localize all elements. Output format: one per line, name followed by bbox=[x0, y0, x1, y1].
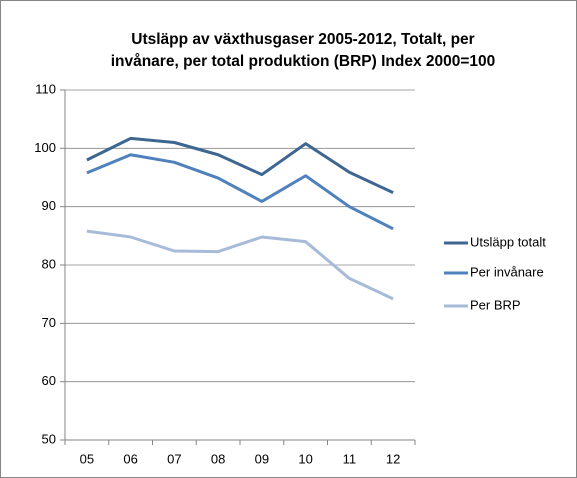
series-line bbox=[86, 136, 394, 195]
x-tick-label: 05 bbox=[80, 451, 94, 466]
legend-label: Per BRP bbox=[470, 297, 521, 312]
y-tick-label: 50 bbox=[42, 431, 56, 446]
x-tick-label: 10 bbox=[298, 451, 312, 466]
legend-label: Utsläpp totalt bbox=[470, 234, 546, 249]
x-tick-label: 11 bbox=[343, 451, 357, 466]
x-tick-label: 09 bbox=[255, 451, 269, 466]
y-tick-label: 80 bbox=[42, 256, 56, 271]
legend-label: Per invånare bbox=[470, 264, 544, 279]
x-tick-label: 08 bbox=[211, 451, 225, 466]
x-tick-label: 06 bbox=[123, 451, 137, 466]
x-tick-label: 12 bbox=[386, 451, 400, 466]
series-line bbox=[86, 153, 394, 231]
y-tick-label: 70 bbox=[42, 315, 56, 330]
x-tick-label: 07 bbox=[167, 451, 181, 466]
chart-title: Utsläpp av växthusgaser 2005-2012, Total… bbox=[131, 31, 474, 48]
y-tick-label: 90 bbox=[42, 198, 56, 213]
series-line bbox=[86, 229, 394, 301]
chart-title: invånare, per total produktion (BRP) Ind… bbox=[111, 53, 496, 70]
y-tick-label: 110 bbox=[35, 81, 56, 96]
y-tick-label: 100 bbox=[34, 140, 56, 155]
y-tick-label: 60 bbox=[42, 373, 56, 388]
